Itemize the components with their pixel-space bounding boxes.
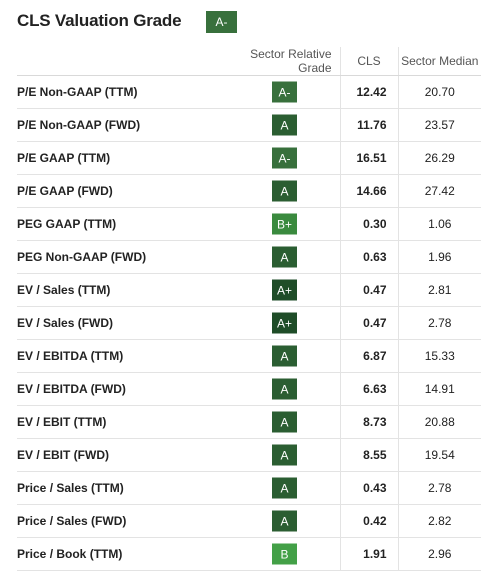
cls-value: 6.87	[339, 339, 398, 373]
cls-value: 0.30	[339, 207, 398, 241]
grade-badge: A	[272, 378, 297, 400]
table-row: EV / EBIT (TTM) A 8.73 20.88	[17, 405, 481, 439]
cls-value: 11.76	[339, 108, 398, 142]
grade-cell: A	[232, 240, 340, 274]
grade-cell: A	[232, 372, 340, 406]
table-row: PEG GAAP (TTM) B+ 0.30 1.06	[17, 207, 481, 241]
grade-cell: A	[232, 405, 340, 439]
metric-label: P/E Non-GAAP (TTM)	[17, 75, 232, 109]
cls-value: 8.73	[339, 405, 398, 439]
table-row: P/E GAAP (TTM) A- 16.51 26.29	[17, 141, 481, 175]
table-row: EV / Sales (TTM) A+ 0.47 2.81	[17, 273, 481, 307]
metric-label: EV / EBIT (TTM)	[17, 405, 232, 439]
table-row: P/E Non-GAAP (FWD) A 11.76 23.57	[17, 108, 481, 142]
sector-median-value: 20.88	[397, 405, 481, 439]
table-row: P/E GAAP (FWD) A 14.66 27.42	[17, 174, 481, 208]
sector-median-value: 19.54	[397, 438, 481, 472]
grade-cell: A-	[232, 141, 340, 175]
grade-cell: A	[232, 174, 340, 208]
sector-median-value: 20.70	[397, 75, 481, 109]
grade-cell: A-	[232, 75, 340, 109]
grade-badge: A	[272, 411, 297, 433]
table-row: EV / EBITDA (FWD) A 6.63 14.91	[17, 372, 481, 406]
header-sector-median: Sector Median	[397, 47, 481, 76]
grade-badge: A	[272, 345, 297, 367]
metric-label: EV / EBITDA (TTM)	[17, 339, 232, 373]
cls-value: 14.66	[339, 174, 398, 208]
sector-median-value: 2.78	[397, 471, 481, 505]
table-row: P/E Non-GAAP (TTM) A- 12.42 20.70	[17, 75, 481, 109]
table-row: Price / Sales (TTM) A 0.43 2.78	[17, 471, 481, 505]
sector-median-value: 14.91	[397, 372, 481, 406]
metric-label: P/E Non-GAAP (FWD)	[17, 108, 232, 142]
cls-value: 0.42	[339, 504, 398, 538]
table-header-row: Sector Relative Grade CLS Sector Median	[17, 47, 481, 76]
table-row: EV / EBITDA (TTM) A 6.87 15.33	[17, 339, 481, 373]
grade-badge: B	[272, 543, 297, 565]
grade-badge: A-	[272, 147, 297, 169]
valuation-table: Sector Relative Grade CLS Sector Median …	[17, 47, 481, 571]
sector-median-value: 2.81	[397, 273, 481, 307]
grade-cell: A	[232, 504, 340, 538]
cls-value: 0.47	[339, 273, 398, 307]
cls-value: 6.63	[339, 372, 398, 406]
grade-cell: A+	[232, 306, 340, 340]
overall-grade-badge: A-	[206, 11, 237, 33]
grade-cell: A	[232, 339, 340, 373]
sector-median-value: 26.29	[397, 141, 481, 175]
metric-label: Price / Sales (TTM)	[17, 471, 232, 505]
grade-cell: A+	[232, 273, 340, 307]
grade-cell: A	[232, 108, 340, 142]
cls-value: 0.63	[339, 240, 398, 274]
sector-median-value: 2.78	[397, 306, 481, 340]
grade-badge: A	[272, 510, 297, 532]
sector-median-value: 1.06	[397, 207, 481, 241]
page-header: CLS Valuation Grade	[17, 10, 182, 32]
sector-median-value: 27.42	[397, 174, 481, 208]
grade-badge: A	[272, 114, 297, 136]
cls-value: 8.55	[339, 438, 398, 472]
metric-label: Price / Sales (FWD)	[17, 504, 232, 538]
cls-value: 16.51	[339, 141, 398, 175]
grade-badge: A+	[272, 279, 297, 301]
grade-cell: B+	[232, 207, 340, 241]
metric-label: PEG GAAP (TTM)	[17, 207, 232, 241]
metric-label: P/E GAAP (FWD)	[17, 174, 232, 208]
metric-label: P/E GAAP (TTM)	[17, 141, 232, 175]
sector-median-value: 2.82	[397, 504, 481, 538]
table-row: EV / Sales (FWD) A+ 0.47 2.78	[17, 306, 481, 340]
metric-label: EV / Sales (FWD)	[17, 306, 232, 340]
header-sector-relative-grade: Sector Relative Grade	[232, 47, 340, 76]
sector-median-value: 2.96	[397, 537, 481, 571]
metric-label: EV / Sales (TTM)	[17, 273, 232, 307]
header-metric	[17, 47, 232, 76]
metric-label: PEG Non-GAAP (FWD)	[17, 240, 232, 274]
grade-badge: A-	[272, 81, 297, 103]
grade-badge: A+	[272, 312, 297, 334]
table-row: PEG Non-GAAP (FWD) A 0.63 1.96	[17, 240, 481, 274]
page-title: CLS Valuation Grade	[17, 11, 182, 30]
metric-label: Price / Book (TTM)	[17, 537, 232, 571]
cls-value: 0.47	[339, 306, 398, 340]
grade-badge: A	[272, 246, 297, 268]
grade-badge: A	[272, 477, 297, 499]
grade-badge: A	[272, 444, 297, 466]
header-cls: CLS	[339, 47, 398, 76]
grade-cell: A	[232, 438, 340, 472]
grade-cell: B	[232, 537, 340, 571]
cls-value: 1.91	[339, 537, 398, 571]
metric-label: EV / EBITDA (FWD)	[17, 372, 232, 406]
grade-badge: B+	[272, 213, 297, 235]
grade-cell: A	[232, 471, 340, 505]
table-row: Price / Book (TTM) B 1.91 2.96	[17, 537, 481, 571]
cls-value: 12.42	[339, 75, 398, 109]
sector-median-value: 23.57	[397, 108, 481, 142]
sector-median-value: 1.96	[397, 240, 481, 274]
cls-value: 0.43	[339, 471, 398, 505]
grade-badge: A	[272, 180, 297, 202]
table-row: EV / EBIT (FWD) A 8.55 19.54	[17, 438, 481, 472]
sector-median-value: 15.33	[397, 339, 481, 373]
table-row: Price / Sales (FWD) A 0.42 2.82	[17, 504, 481, 538]
metric-label: EV / EBIT (FWD)	[17, 438, 232, 472]
